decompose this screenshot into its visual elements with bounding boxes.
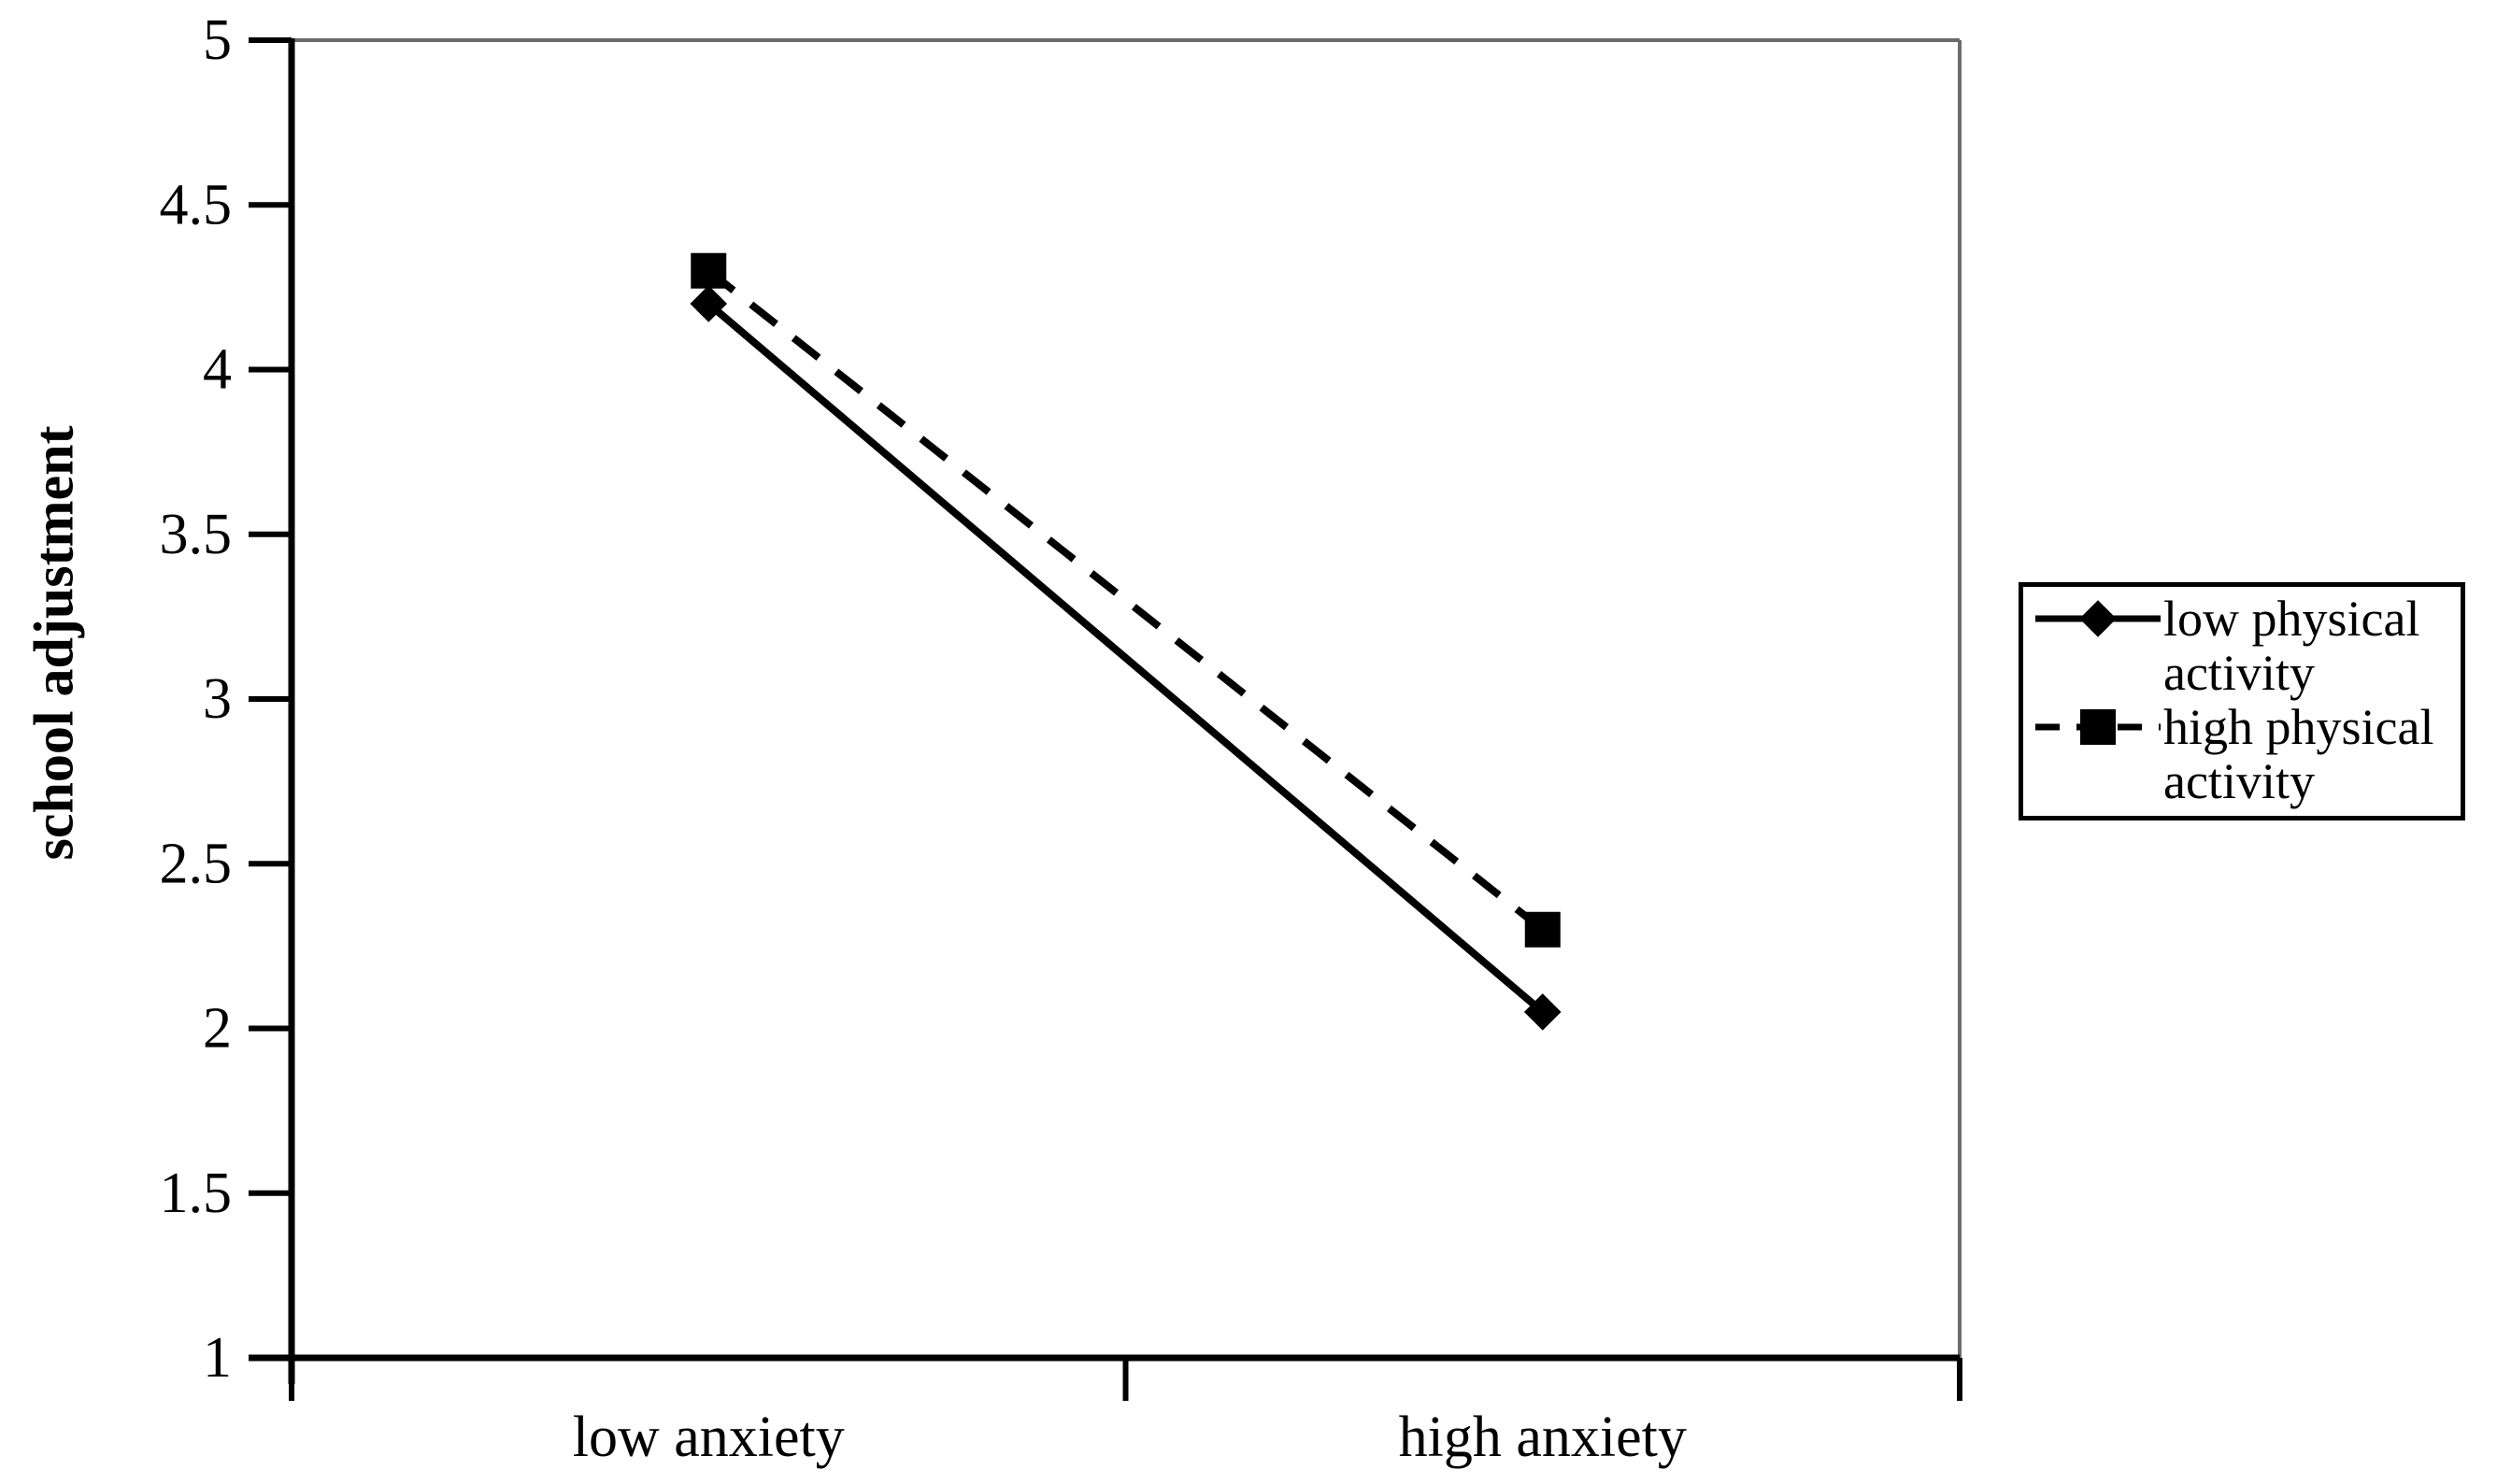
y-tick-label: 4: [203, 338, 232, 402]
data-point-square-high-anxiety: [1524, 911, 1561, 948]
x-category-label: high anxiety: [1399, 1406, 1687, 1469]
legend: low physical activity high physical acti…: [2019, 582, 2465, 820]
legend-label: high physical activity: [2163, 699, 2434, 809]
x-category-label: low anxiety: [573, 1406, 845, 1469]
legend-entry-low-physical-activity: low physical activity: [2033, 592, 2457, 700]
data-point-square-low-anxiety: [691, 252, 727, 289]
legend-label: low physical activity: [2163, 591, 2420, 701]
y-tick-label: 2.5: [160, 832, 233, 895]
y-tick-label: 2: [203, 997, 232, 1061]
y-axis-title: school adjustment: [22, 425, 85, 861]
y-tick-label: 4.5: [160, 173, 233, 236]
legend-entry-high-physical-activity: high physical activity: [2033, 700, 2457, 808]
legend-marker-square-dashed-line: [2035, 709, 2161, 745]
y-tick-label: 3.5: [160, 503, 233, 566]
y-tick-label: 3: [203, 667, 232, 731]
data-point-diamond-high-anxiety: [1523, 993, 1562, 1031]
legend-marker-diamond-solid-line: [2035, 600, 2161, 637]
legend-diamond-icon: [2079, 600, 2117, 637]
legend-square-icon: [2080, 709, 2116, 745]
data-line-low-physical-activity: [706, 300, 1546, 1015]
data-point-diamond-low-anxiety: [690, 285, 728, 322]
y-tick-label: 1.5: [160, 1162, 233, 1225]
y-tick-label: 5: [203, 8, 232, 72]
data-line-high-physical-activity: [706, 267, 1546, 933]
y-tick-label: 1: [203, 1326, 232, 1390]
